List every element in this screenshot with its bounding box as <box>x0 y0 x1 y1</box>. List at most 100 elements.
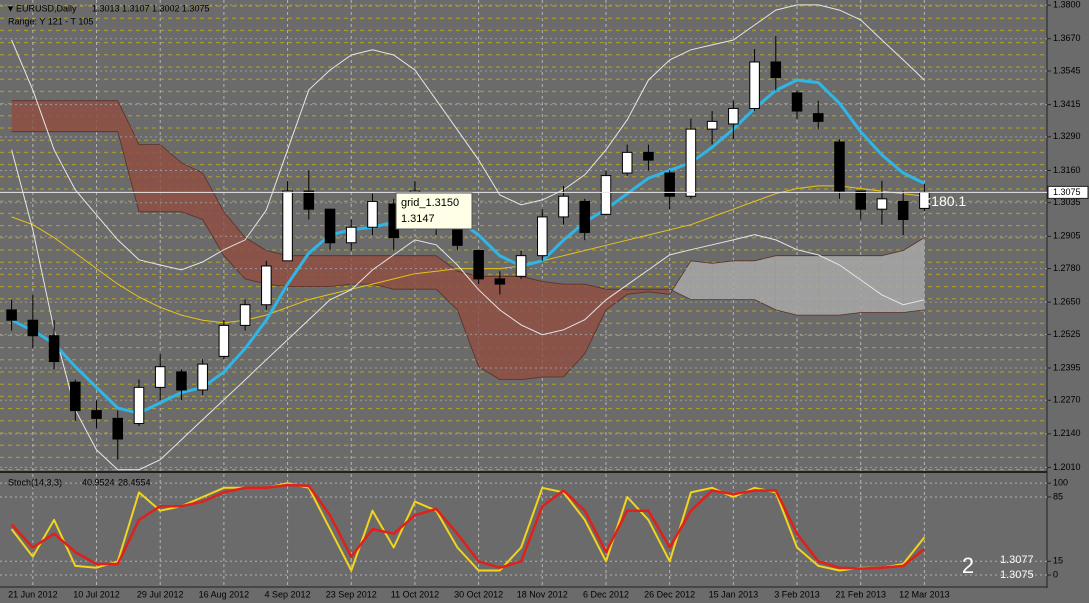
x-tick-label: 12 Mar 2013 <box>899 589 950 599</box>
candle-body <box>70 381 81 412</box>
cloud-segment <box>584 284 606 354</box>
y-tick-label: 15 <box>1053 556 1063 566</box>
cloud-segment <box>797 255 819 316</box>
chart-subtitle: Range: Y 121 - T 105 <box>8 16 93 26</box>
y-tick-label: 1.2650 <box>1053 297 1081 307</box>
candle-body <box>367 200 378 228</box>
y-tick-label: 0 <box>1053 569 1058 579</box>
overlay-line <box>11 149 925 471</box>
candle-body <box>706 120 718 130</box>
readout-1: 1.3077 <box>1000 554 1034 566</box>
cloud-segment <box>330 255 352 287</box>
cloud-segment <box>754 255 776 310</box>
x-tick-label: 23 Sep 2012 <box>326 589 377 599</box>
y-tick-label: 1.3160 <box>1053 165 1081 175</box>
cloud-segment <box>839 255 861 316</box>
cloud-segment <box>903 237 925 313</box>
cloud-segment <box>202 173 224 256</box>
cloud-segment <box>457 271 479 367</box>
cloud-segment <box>627 289 649 295</box>
cloud-segment <box>669 260 691 300</box>
candle-body <box>834 141 845 192</box>
last-low: 1.3002 <box>152 3 180 13</box>
cloud-segment <box>32 100 55 132</box>
last-open: 1.3013 <box>92 3 120 13</box>
current-price-label: 1.3075 <box>1053 187 1081 197</box>
cloud-segment <box>351 255 373 285</box>
x-tick-label: 16 Aug 2012 <box>199 589 250 599</box>
stoch-pane <box>0 474 1047 587</box>
cloud-segment <box>818 255 840 316</box>
window-number: 2 <box>962 553 974 578</box>
cloud-segment <box>245 237 267 285</box>
stoch-title: Stoch(14,3,3) <box>8 477 62 487</box>
candle-body <box>303 190 315 210</box>
y-tick-label: 1.2395 <box>1053 362 1081 372</box>
candle-body <box>643 151 654 161</box>
cloud-segment <box>712 260 734 300</box>
y-tick-label: 1.3415 <box>1053 99 1081 109</box>
cloud-segment <box>521 276 543 380</box>
candle-body <box>685 128 697 197</box>
tooltip-box <box>395 192 473 230</box>
x-tick-label: 21 Feb 2013 <box>835 589 886 599</box>
candle-body <box>112 417 124 440</box>
candle-body <box>515 255 527 277</box>
cloud-segment <box>563 284 585 378</box>
candle-body <box>282 190 293 262</box>
cloud-segment <box>775 255 798 316</box>
cloud-segment <box>181 162 203 220</box>
y-tick-label: 85 <box>1053 491 1063 501</box>
tooltip-line: 1.3147 <box>401 213 435 225</box>
y-tick-label: 1.3035 <box>1053 197 1081 207</box>
y-tick-label: 1.2270 <box>1053 395 1081 405</box>
cloud-segment <box>372 255 394 290</box>
candle-body <box>324 208 336 244</box>
annotation: <180.1 <box>923 193 966 209</box>
x-tick-label: 15 Jan 2013 <box>709 589 759 599</box>
last-high: 1.3107 <box>122 3 150 13</box>
candle-body <box>176 371 187 391</box>
cloud-segment <box>542 281 564 378</box>
candle-body <box>494 278 506 285</box>
candle-body <box>600 175 612 215</box>
y-tick-label: 1.2780 <box>1053 263 1081 273</box>
candle-body <box>133 386 145 425</box>
candle-body <box>345 226 357 244</box>
cloud-segment <box>478 276 500 380</box>
cloud-segment <box>138 144 161 212</box>
y-tick-label: 1.3290 <box>1053 131 1081 141</box>
cloud-edge <box>11 131 925 380</box>
x-tick-label: 10 Jul 2012 <box>73 589 120 599</box>
y-tick-label: 1.3800 <box>1053 0 1081 10</box>
readout-2: 1.3075 <box>1000 569 1034 581</box>
x-tick-label: 26 Dec 2012 <box>644 589 695 599</box>
overlay-line <box>11 185 925 324</box>
candle-body <box>197 363 208 391</box>
overlay-line <box>11 4 925 271</box>
cloud-segment <box>690 260 713 300</box>
y-tick-label: 1.2525 <box>1053 329 1081 339</box>
cloud-segment <box>75 100 97 132</box>
candle-body <box>239 304 251 326</box>
candle-body <box>537 216 548 257</box>
x-tick-label: 29 Jul 2012 <box>137 589 184 599</box>
y-tick-label: 1.3670 <box>1053 33 1081 43</box>
cloud-segment <box>11 100 33 132</box>
cloud-segment <box>605 289 628 310</box>
cloud-segment <box>393 255 415 290</box>
series-line <box>10 483 926 570</box>
candle-body <box>897 200 909 221</box>
candle-body <box>27 319 39 337</box>
candle-body <box>48 335 60 363</box>
candle-body <box>664 172 675 197</box>
cloud-segment <box>860 255 882 313</box>
y-tick-label: 1.2140 <box>1053 428 1081 438</box>
candle-body <box>579 200 591 233</box>
cloud-segment <box>96 100 118 132</box>
cloud-segment <box>648 289 670 295</box>
last-close: 1.3075 <box>182 3 210 13</box>
candle-body <box>728 107 739 125</box>
x-tick-label: 4 Sep 2012 <box>265 589 311 599</box>
candle-body <box>876 198 888 210</box>
